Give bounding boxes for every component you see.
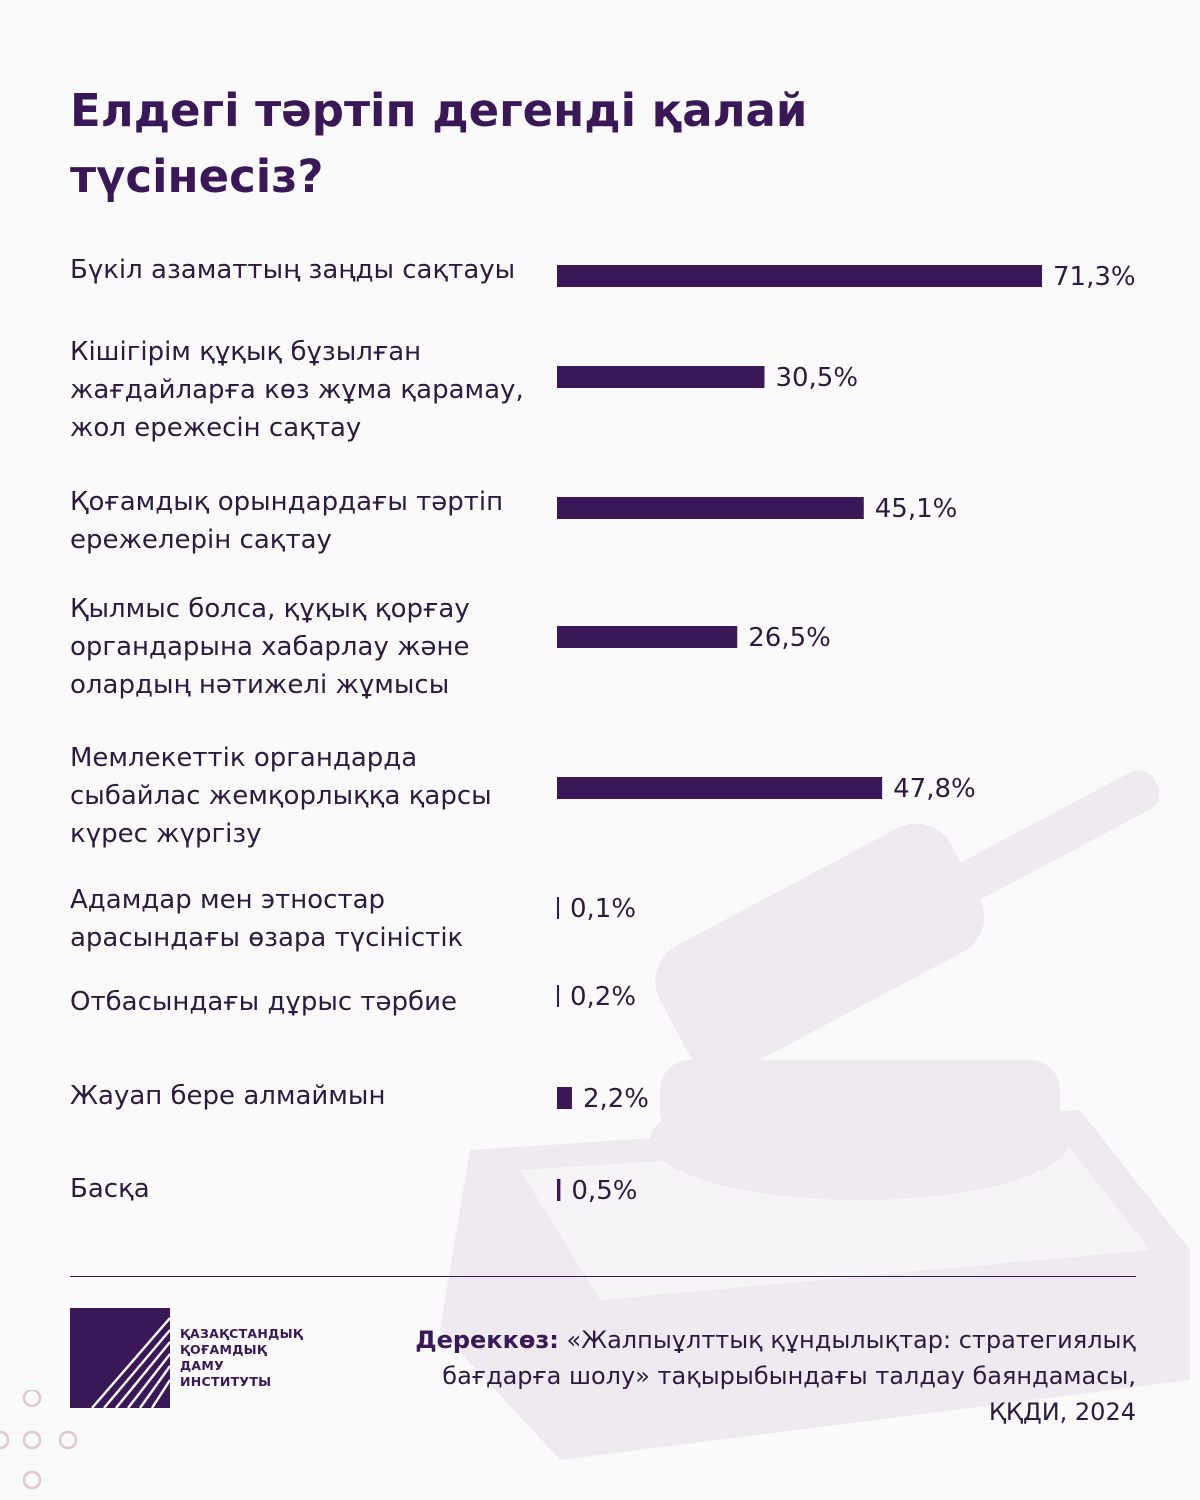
title-line: түсінесіз? xyxy=(70,150,324,203)
value-label: 26,5% xyxy=(748,623,831,653)
category-label: жағдайларға көз жұма қарамау, xyxy=(70,375,524,405)
category-label: Отбасындағы дұрыс тәрбие xyxy=(70,987,457,1017)
category-label: Кішігірім құқық бұзылған xyxy=(70,337,421,367)
category-label: Адамдар мен этностар xyxy=(70,885,385,915)
bar xyxy=(557,366,765,388)
chart-title: Елдегі тәртіп дегенді қалай түсінесіз? xyxy=(70,78,970,210)
org-line: ДАМУ xyxy=(180,1358,225,1373)
bar xyxy=(557,265,1042,287)
bar xyxy=(557,626,738,648)
org-line: ИНСТИТУТЫ xyxy=(180,1374,272,1389)
bar xyxy=(557,497,864,519)
category-label: Басқа xyxy=(70,1174,150,1204)
category-label: Бүкіл азаматтың заңды сақтауы xyxy=(70,255,515,285)
source-line: бағдарға шолу» тақырыбындағы талдау баян… xyxy=(442,1362,1136,1390)
source-line: ҚҚДИ, 2024 xyxy=(988,1398,1136,1426)
value-label: 71,3% xyxy=(1053,262,1136,292)
category-label: Қылмыс болса, құқық қорғау xyxy=(70,594,470,624)
bar xyxy=(557,777,883,799)
value-label: 0,5% xyxy=(571,1176,637,1206)
institute-logo xyxy=(70,1308,170,1408)
org-line: ҚОҒАМДЫҚ xyxy=(180,1342,267,1357)
category-label: Мемлекеттік органдарда xyxy=(70,743,417,773)
category-label: сыбайлас жемқорлыққа қарсы xyxy=(70,781,492,811)
title-line: Елдегі тәртіп дегенді қалай xyxy=(70,84,808,137)
category-label: жол ережесін сақтау xyxy=(70,413,361,443)
value-label: 0,1% xyxy=(570,894,636,924)
source-note: Дереккөз: «Жалпыұлттық құндылықтар: стра… xyxy=(376,1322,1136,1430)
bar xyxy=(557,1087,572,1109)
source-label: Дереккөз: xyxy=(415,1326,559,1354)
value-label: 2,2% xyxy=(583,1084,649,1114)
value-label: 0,2% xyxy=(570,982,636,1012)
category-label: Қоғамдық орындардағы тәртіп xyxy=(70,487,503,517)
decorative-dots xyxy=(0,1390,78,1490)
source-line: «Жалпыұлттық құндылықтар: стратегиялық xyxy=(566,1326,1136,1354)
category-label: күрес жүргізу xyxy=(70,819,262,849)
value-label: 45,1% xyxy=(875,494,958,524)
value-label: 30,5% xyxy=(775,363,858,393)
category-label: Жауап бере алмаймын xyxy=(70,1081,385,1111)
category-label: олардың нәтижелі жұмысы xyxy=(70,670,449,700)
category-label: ережелерін сақтау xyxy=(70,525,332,555)
bar xyxy=(557,985,559,1007)
bar xyxy=(557,1179,561,1201)
org-line: ҚАЗАҚСТАНДЫҚ xyxy=(180,1326,303,1341)
footer-divider xyxy=(70,1276,1136,1277)
institute-name: ҚАЗАҚСТАНДЫҚ ҚОҒАМДЫҚ ДАМУ ИНСТИТУТЫ xyxy=(180,1326,360,1390)
category-label: органдарына хабарлау және xyxy=(70,632,470,662)
bar xyxy=(557,897,559,919)
category-label: арасындағы өзара түсіністік xyxy=(70,923,463,953)
value-label: 47,8% xyxy=(893,774,976,804)
